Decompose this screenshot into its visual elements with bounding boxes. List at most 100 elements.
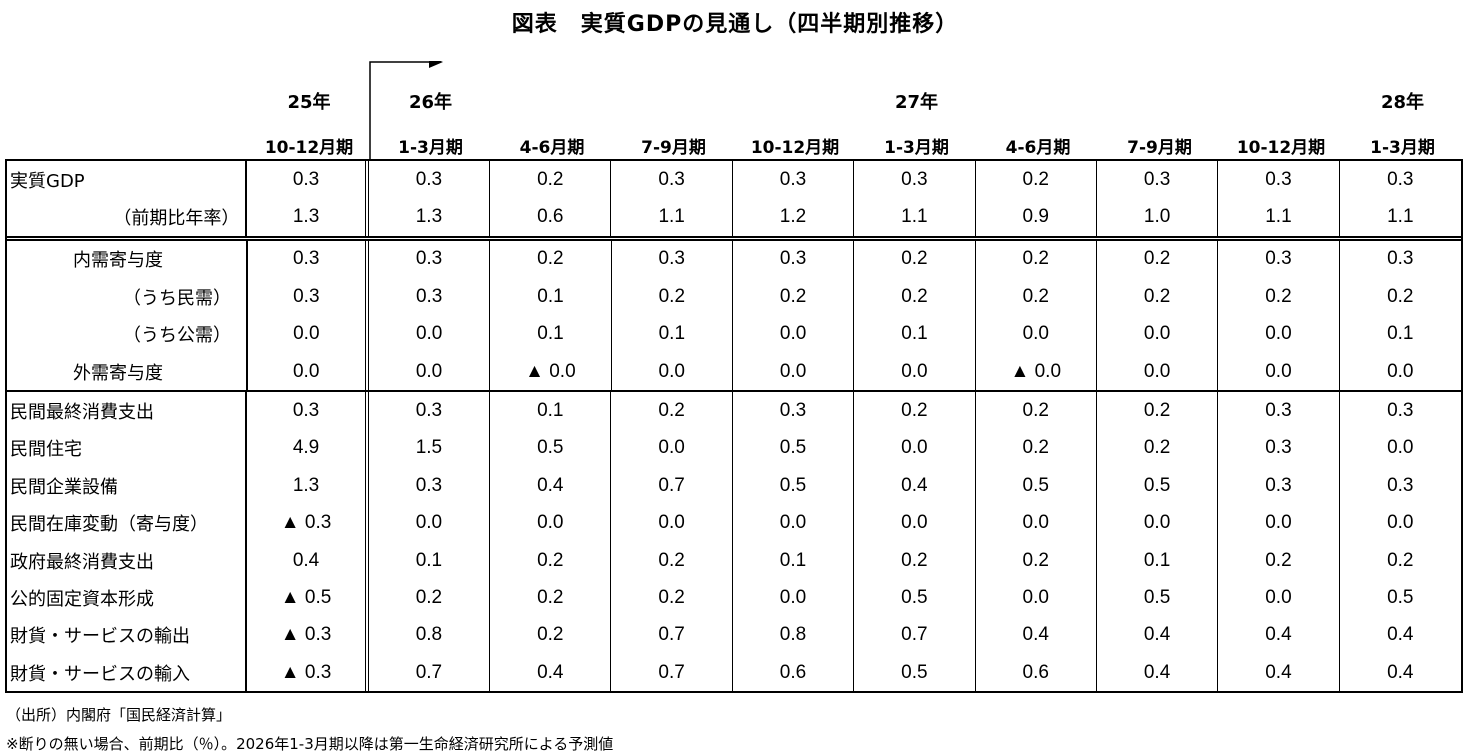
year-header: 28年 — [1380, 92, 1425, 113]
value-cell: 0.3 — [611, 161, 733, 199]
value-cell: 0.3 — [369, 240, 491, 279]
row-label: （うち民需） — [7, 278, 248, 316]
value-cell: 0.5 — [1097, 467, 1219, 505]
value-cell: 0.3 — [854, 161, 976, 199]
table-row: 公的固定資本形成 ▲ 0.5 0.2 0.2 0.2 0.0 0.5 0.0 0.5 0.0 0.5 — [7, 579, 1461, 617]
row-label: 財貨・サービスの輸入 — [7, 654, 248, 692]
value-cell: 0.4 — [247, 541, 369, 580]
value-cell: 0.4 — [490, 467, 612, 505]
value-cell: 0.5 — [1097, 579, 1219, 617]
period-header: 10-12月期 — [750, 138, 840, 158]
value-cell: 0.1 — [490, 315, 612, 353]
forecast-arrow-icon — [369, 61, 443, 160]
table-row: （うち民需） 0.3 0.3 0.1 0.2 0.2 0.2 0.2 0.2 0.2 0.2 — [7, 278, 1461, 316]
value-cell: 0.2 — [854, 278, 976, 316]
value-cell: 0.3 — [1218, 467, 1340, 505]
value-cell: 1.0 — [1097, 198, 1219, 236]
value-cell: 0.3 — [733, 392, 855, 430]
value-cell: 0.1 — [369, 541, 491, 580]
table-row: 政府最終消費支出 0.4 0.1 0.2 0.2 0.1 0.2 0.2 0.1 0.2 0.2 — [7, 541, 1461, 580]
period-header: 4-6月期 — [519, 138, 585, 158]
value-cell: 0.3 — [1387, 474, 1414, 496]
value-cell: 0.0 — [1387, 437, 1414, 459]
value-cell: 0.3 — [369, 278, 491, 316]
value-cell: 0.2 — [1097, 392, 1219, 430]
table-row: 財貨・サービスの輸入 ▲ 0.3 0.7 0.4 0.7 0.6 0.5 0.6 0.4 0.4 0… — [7, 654, 1461, 692]
value-cell: 0.2 — [490, 579, 612, 617]
period-header: 1-3月期 — [884, 138, 949, 158]
value-cell: 0.6 — [976, 654, 1097, 692]
value-cell: 0.3 — [247, 392, 369, 430]
value-cell: 0.2 — [976, 392, 1097, 430]
value-cell: 0.4 — [1387, 661, 1414, 683]
value-cell: 0.4 — [1387, 624, 1414, 646]
value-cell: 0.3 — [248, 240, 369, 279]
value-cell: 0.3 — [369, 467, 491, 505]
period-header: 10-12月期 — [1236, 138, 1326, 158]
value-cell: 1.3 — [247, 467, 369, 505]
value-cell: 0.0 — [248, 352, 369, 391]
value-cell: 1.1 — [1218, 198, 1340, 236]
value-cell: 0.5 — [733, 429, 855, 468]
value-cell: 0.0 — [1097, 504, 1219, 542]
value-cell: 0.0 — [369, 352, 491, 391]
row-label: 民間最終消費支出 — [7, 392, 248, 430]
value-cell: 0.0 — [976, 579, 1097, 617]
value-cell: 0.4 — [976, 616, 1097, 655]
value-cell: 0.6 — [490, 198, 612, 236]
table-row: （うち公需） 0.0 0.0 0.1 0.1 0.0 0.1 0.0 0.0 0.0 0.1 — [7, 315, 1461, 353]
value-cell: 0.6 — [733, 654, 855, 692]
value-cell: 0.2 — [1218, 278, 1340, 316]
value-cell: 0.0 — [733, 504, 855, 542]
value-cell: 0.2 — [612, 278, 733, 316]
value-cell: 0.3 — [733, 161, 855, 199]
value-cell: 0.7 — [611, 616, 733, 655]
value-cell: 1.3 — [247, 198, 369, 236]
value-cell: 0.0 — [1218, 315, 1340, 353]
value-cell: 0.3 — [369, 161, 491, 199]
value-cell: ▲ 0.5 — [247, 579, 369, 617]
value-cell: 0.2 — [490, 616, 612, 655]
value-cell: 0.0 — [248, 315, 369, 353]
row-label: 民間住宅 — [7, 429, 248, 468]
value-cell: 0.7 — [611, 467, 733, 505]
table-row: 実質GDP 0.3 0.3 0.2 0.3 0.3 0.3 0.2 0.3 0.3 0.3 — [7, 161, 1461, 199]
value-cell: 0.2 — [976, 278, 1097, 316]
value-cell: 0.7 — [854, 616, 976, 655]
value-cell: 0.0 — [733, 579, 855, 617]
page-title: 図表 実質GDPの見通し（四半期別推移） — [511, 12, 959, 37]
value-cell: 0.2 — [369, 579, 491, 617]
period-header: 7-9月期 — [641, 138, 706, 158]
value-cell: 0.1 — [1387, 323, 1414, 345]
value-cell: ▲ 0.0 — [976, 352, 1097, 391]
footnote: ※断りの無い場合、前期比（％）。2026年1-3月期以降は第一生命経済研究所によ… — [6, 735, 614, 753]
row-label: 実質GDP — [7, 161, 248, 199]
table-row: 民間企業設備 1.3 0.3 0.4 0.7 0.5 0.4 0.5 0.5 0.3 0.3 — [7, 467, 1461, 505]
period-header: 1-3月期 — [398, 138, 463, 158]
value-cell: 0.7 — [611, 654, 733, 692]
value-cell: 0.7 — [369, 654, 491, 692]
row-label: 財貨・サービスの輸出 — [7, 616, 248, 655]
value-cell: 0.0 — [1218, 352, 1340, 391]
value-cell: 0.0 — [611, 429, 733, 468]
value-cell: ▲ 0.0 — [490, 352, 612, 391]
value-cell: 0.2 — [1097, 278, 1219, 316]
value-cell: 0.3 — [1218, 240, 1340, 279]
value-cell: 0.4 — [1218, 616, 1340, 655]
value-cell: 0.2 — [854, 541, 976, 580]
value-cell: 0.2 — [1387, 549, 1414, 571]
value-cell: 4.9 — [247, 429, 369, 468]
value-cell: 0.2 — [1387, 285, 1414, 307]
source-note: （出所）内閣府「国民経済計算」 — [6, 706, 232, 724]
table-row: 民間住宅 4.9 1.5 0.5 0.0 0.5 0.0 0.2 0.2 0.3 0.0 — [7, 429, 1461, 468]
period-header: 4-6月期 — [1005, 138, 1071, 158]
value-cell: 0.0 — [854, 504, 976, 542]
value-cell: 0.3 — [1218, 161, 1340, 199]
value-cell: 0.1 — [733, 541, 855, 580]
table-section: 民間最終消費支出 0.3 0.3 0.1 0.2 0.3 0.2 0.2 0.2 0.3 0.3 民間… — [7, 390, 1461, 692]
value-cell: 0.0 — [611, 504, 733, 542]
value-cell: 0.2 — [490, 240, 612, 279]
value-cell: 1.1 — [1387, 206, 1414, 228]
value-cell: 0.5 — [1387, 586, 1414, 608]
value-cell: 0.2 — [976, 240, 1097, 279]
